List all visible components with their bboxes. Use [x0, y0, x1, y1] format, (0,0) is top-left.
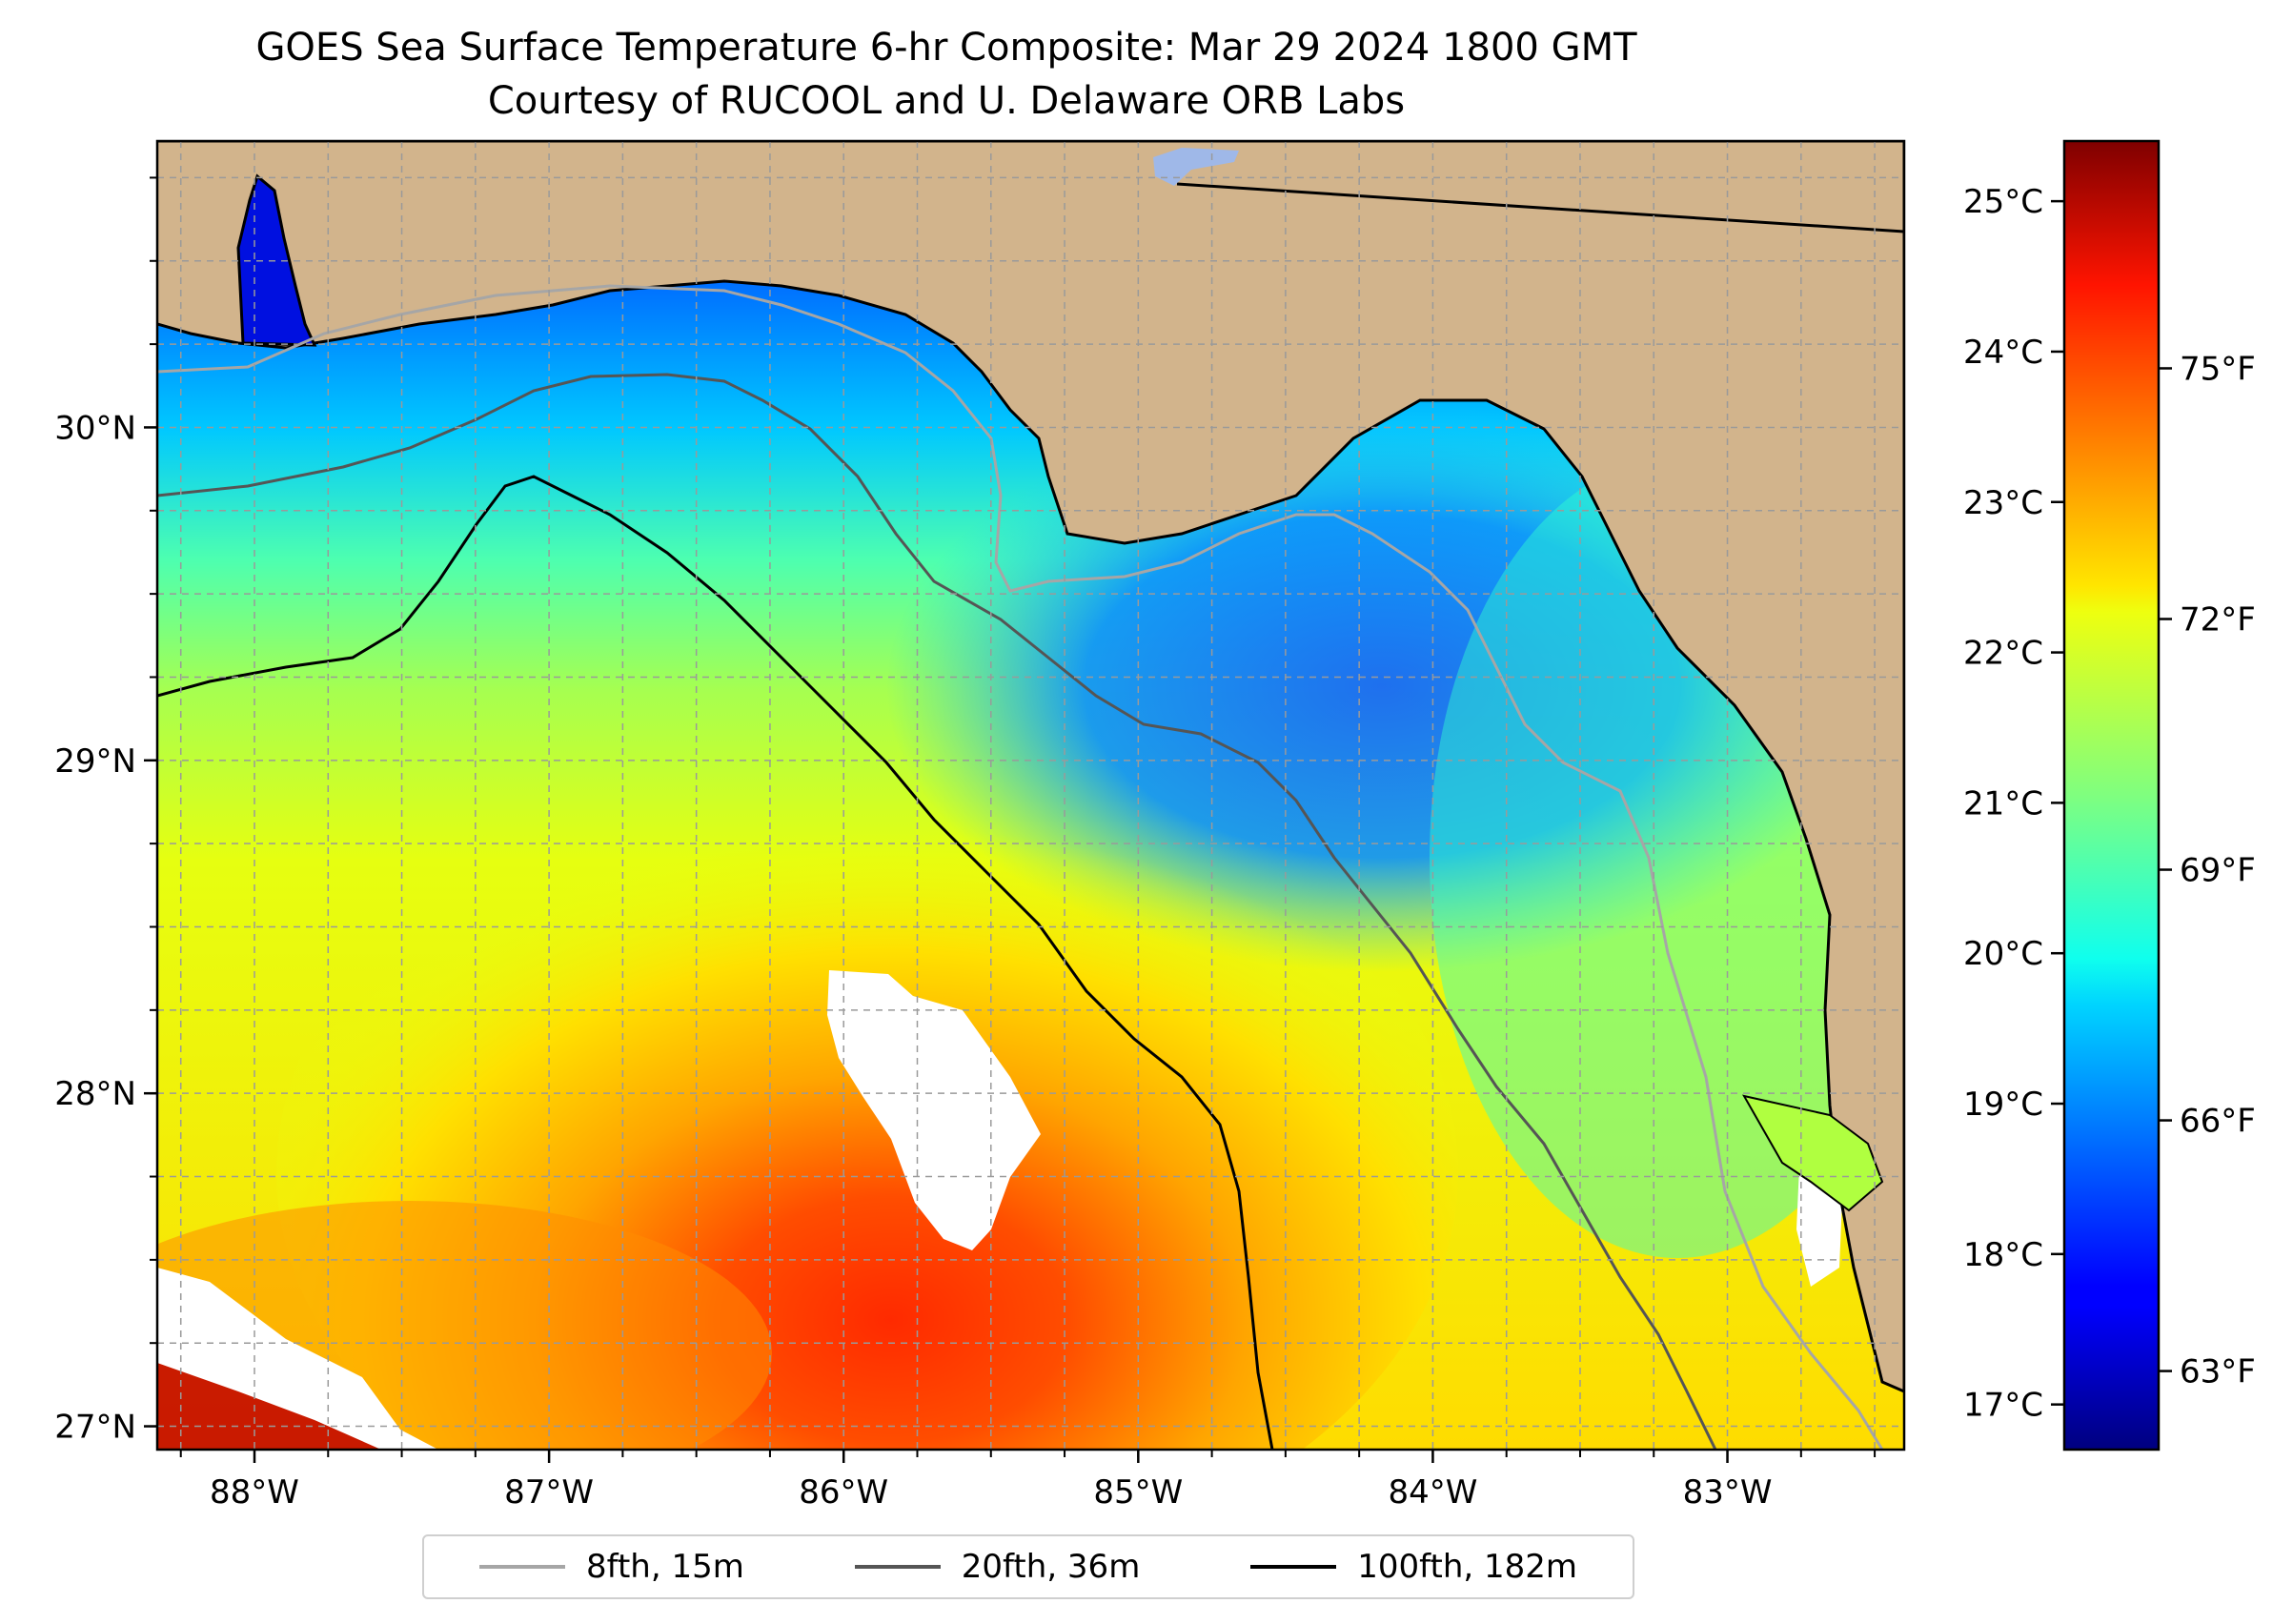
legend-label-100fth: 100fth, 182m	[1357, 1548, 1578, 1586]
lat-tick-label: 27°N	[54, 1409, 136, 1447]
lon-tick-label: 87°W	[504, 1473, 594, 1512]
map-subtitle: Courtesy of RUCOOL and U. Delaware ORB L…	[487, 79, 1406, 123]
mobile-bay	[236, 173, 317, 347]
legend-swatch-8fth	[478, 1565, 565, 1569]
celsius-tick-label: 18°C	[1963, 1236, 2043, 1274]
lon-tick-label: 85°W	[1093, 1473, 1183, 1512]
celsius-tick-label: 22°C	[1963, 635, 2043, 673]
lon-tick-label: 86°W	[799, 1473, 888, 1512]
celsius-tick-label: 23°C	[1963, 484, 2043, 522]
celsius-tick-label: 19°C	[1963, 1086, 2043, 1124]
lon-tick-label: 88°W	[210, 1473, 299, 1512]
lon-tick-label: 83°W	[1683, 1473, 1773, 1512]
legend-item-8fth: 8fth, 15m	[478, 1548, 744, 1586]
legend-swatch-100fth	[1250, 1565, 1337, 1569]
colorbar-ticks: 25°C 24°C 23°C 22°C 21°C 20°C 19°C 18°C 17°C 75°F…	[1963, 183, 2256, 1425]
fahrenheit-tick-label: 75°F	[2180, 350, 2256, 388]
isobath-8fth	[157, 284, 1884, 1450]
isobath-100fth	[157, 475, 1274, 1450]
celsius-tick-label: 21°C	[1963, 784, 2043, 822]
colorbar	[2062, 139, 2161, 1451]
cloud-gap-southwest	[157, 1268, 438, 1450]
isobath-legend: 8fth, 15m 20fth, 36m 100fth, 182m	[422, 1534, 1634, 1599]
gridlines	[157, 141, 1904, 1450]
legend-label-20fth: 20fth, 36m	[961, 1548, 1141, 1586]
cloud-gap-center	[827, 970, 1041, 1250]
celsius-tick-label: 17°C	[1963, 1387, 2043, 1425]
fahrenheit-tick-label: 72°F	[2180, 601, 2256, 639]
lat-tick-label: 28°N	[54, 1075, 136, 1113]
map-panel	[157, 141, 1904, 1450]
fahrenheit-tick-label: 63°F	[2180, 1353, 2256, 1391]
celsius-tick-label: 25°C	[1963, 183, 2043, 221]
legend-swatch-20fth	[854, 1565, 941, 1569]
lat-tick-label: 29°N	[54, 742, 136, 781]
celsius-tick-label: 24°C	[1963, 334, 2043, 372]
coastline	[157, 141, 1904, 1393]
legend-item-100fth: 100fth, 182m	[1250, 1548, 1577, 1586]
map-title: GOES Sea Surface Temperature 6-hr Compos…	[255, 26, 1637, 70]
warm-eddy	[276, 762, 1458, 1450]
isobath-20fth	[157, 373, 1717, 1450]
lat-tick-label: 30°N	[54, 409, 136, 447]
fahrenheit-tick-label: 66°F	[2180, 1103, 2256, 1141]
legend-item-20fth: 20fth, 36m	[854, 1548, 1141, 1586]
reservoir	[1153, 148, 1239, 186]
fahrenheit-tick-label: 69°F	[2180, 852, 2256, 890]
celsius-tick-label: 20°C	[1963, 935, 2043, 973]
tampa-bay	[1742, 1094, 1884, 1212]
legend-label-8fth: 8fth, 15m	[585, 1548, 744, 1586]
map-frame	[155, 139, 1906, 1451]
lon-tick-label: 84°W	[1388, 1473, 1477, 1512]
axis-ticks: 88°W 87°W 86°W 85°W 84°W 83°W 30°N 29°N 28°N 27°N	[54, 176, 1877, 1512]
state-boundary	[1176, 182, 1904, 233]
land	[157, 141, 1904, 1391]
